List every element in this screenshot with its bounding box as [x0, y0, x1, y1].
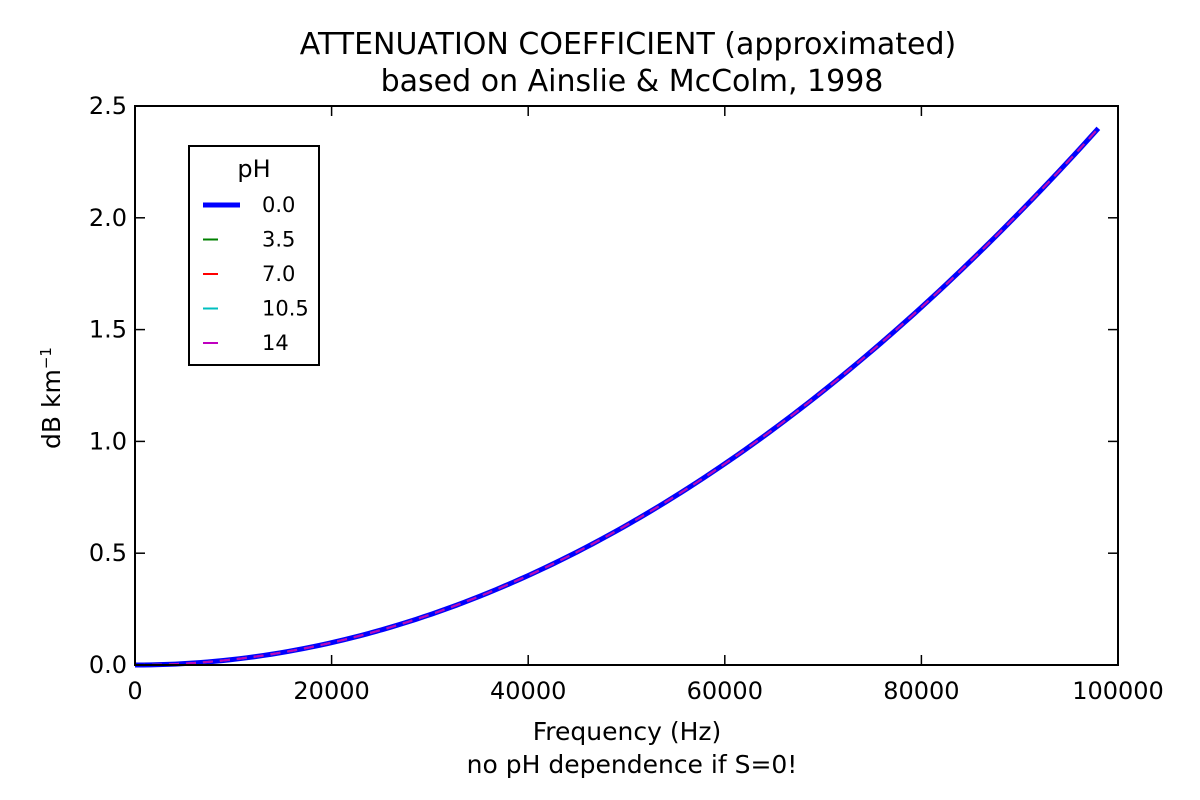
- legend-label-0: 0.0: [262, 193, 295, 217]
- x-tick-label-0: 0: [127, 677, 142, 705]
- x-tick-label-1: 20000: [293, 677, 369, 705]
- y-tick-label-1: 0.5: [89, 539, 127, 567]
- x-tick-label-5: 100000: [1072, 677, 1164, 705]
- legend: pH 0.0 3.5 7.0 10.5 14: [188, 145, 320, 366]
- legend-entry-4: 14: [203, 331, 289, 355]
- y-tick-label-0: 0.0: [89, 651, 127, 679]
- legend-entries: 0.0 3.5 7.0 10.5 14: [203, 193, 309, 355]
- y-tick-label-3: 1.5: [89, 316, 127, 344]
- legend-entry-1: 3.5: [203, 228, 295, 252]
- y-tick-label-4: 2.0: [89, 204, 127, 232]
- x-tick-label-4: 80000: [883, 677, 959, 705]
- legend-box: [188, 145, 320, 366]
- legend-entry-2: 7.0: [203, 262, 295, 286]
- chart-title: ATTENUATION COEFFICIENT (approximated): [300, 27, 957, 62]
- legend-label-1: 3.5: [262, 228, 295, 252]
- x-tick-label-3: 60000: [687, 677, 763, 705]
- x-tick-label-2: 40000: [490, 677, 566, 705]
- y-tick-label-5: 2.5: [89, 92, 127, 120]
- series-layer: [134, 126, 1101, 668]
- legend-label-4: 14: [262, 331, 289, 355]
- y-axis-label-main: dB km: [37, 369, 66, 449]
- ticks-layer: 0 20000 40000 60000 80000 100000 0.0 0.5 1.0 1.5 2…: [89, 92, 1164, 705]
- legend-entry-0: 0.0: [203, 193, 295, 217]
- x-axis-note: no pH dependence if S=0!: [467, 750, 798, 779]
- legend-entry-3: 10.5: [203, 297, 309, 321]
- y-tick-label-2: 1.0: [89, 427, 127, 455]
- x-axis-label: Frequency (Hz): [533, 717, 722, 746]
- chart-subtitle: based on Ainslie & McColm, 1998: [381, 64, 884, 99]
- series-line-4: [134, 127, 1100, 666]
- y-axis-label-superscript: −1: [37, 347, 55, 369]
- legend-label-2: 7.0: [262, 262, 295, 286]
- plot-frame: [134, 105, 1119, 666]
- legend-title: pH: [237, 155, 270, 183]
- y-axis-label: dB km−1: [37, 347, 66, 449]
- legend-label-3: 10.5: [262, 297, 309, 321]
